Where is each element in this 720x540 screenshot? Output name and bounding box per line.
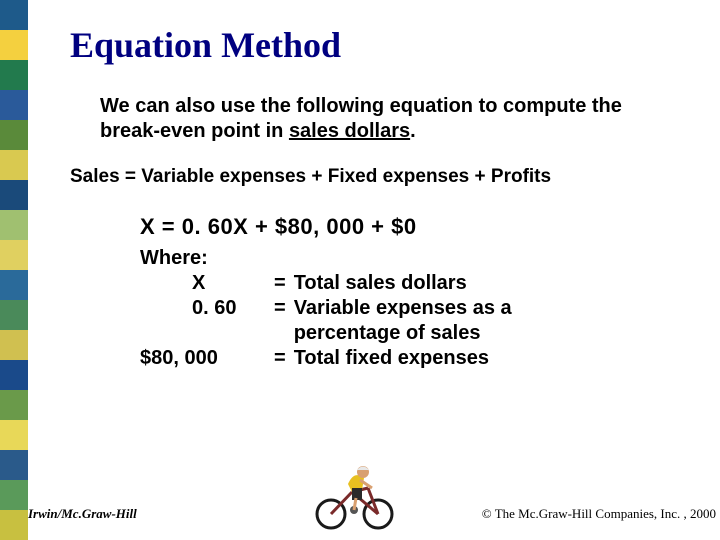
slide-title: Equation Method xyxy=(70,24,720,66)
footer-right: © The Mc.Graw-Hill Companies, Inc. , 200… xyxy=(482,506,716,522)
sidebar-stripe xyxy=(0,0,28,30)
sidebar-stripe xyxy=(0,450,28,480)
intro-suffix: . xyxy=(410,120,416,142)
sidebar-stripe xyxy=(0,180,28,210)
where-label: Where: xyxy=(140,246,720,271)
sidebar-stripe xyxy=(0,240,28,270)
where-eq: = xyxy=(270,296,290,321)
decorative-sidebar xyxy=(0,0,28,540)
where-var xyxy=(140,321,270,346)
intro-highlight: sales dollars xyxy=(289,120,410,142)
where-desc: Total fixed expenses xyxy=(290,346,516,371)
sidebar-stripe xyxy=(0,60,28,90)
sidebar-stripe xyxy=(0,300,28,330)
where-row: 0. 60 = Variable expenses as a xyxy=(140,296,516,321)
sidebar-stripe xyxy=(0,330,28,360)
where-row: percentage of sales xyxy=(140,321,516,346)
where-var: $80, 000 xyxy=(140,346,270,371)
sidebar-stripe xyxy=(0,150,28,180)
where-var: 0. 60 xyxy=(140,296,270,321)
sidebar-stripe xyxy=(0,90,28,120)
where-desc: Total sales dollars xyxy=(290,271,516,296)
sidebar-stripe xyxy=(0,480,28,510)
footer-left: Irwin/Mc.Graw-Hill xyxy=(28,506,137,522)
where-eq xyxy=(270,321,290,346)
sidebar-stripe xyxy=(0,360,28,390)
intro-text: We can also use the following equation t… xyxy=(100,94,680,144)
sidebar-stripe xyxy=(0,390,28,420)
where-var: X xyxy=(140,271,270,296)
where-row: X = Total sales dollars xyxy=(140,271,516,296)
where-eq: = xyxy=(270,271,290,296)
equation-general: Sales = Variable expenses + Fixed expens… xyxy=(70,166,720,188)
sidebar-stripe xyxy=(0,210,28,240)
where-table: X = Total sales dollars 0. 60 = Variable… xyxy=(140,271,516,371)
equation-x: X = 0. 60X + $80, 000 + $0 xyxy=(140,214,720,240)
where-desc: percentage of sales xyxy=(290,321,516,346)
sidebar-stripe xyxy=(0,120,28,150)
cyclist-icon xyxy=(310,460,400,530)
where-block: Where: X = Total sales dollars 0. 60 = V… xyxy=(140,246,720,371)
sidebar-stripe xyxy=(0,30,28,60)
slide-content: Equation Method We can also use the foll… xyxy=(40,0,720,540)
where-row: $80, 000 = Total fixed expenses xyxy=(140,346,516,371)
sidebar-stripe xyxy=(0,420,28,450)
sidebar-stripe xyxy=(0,270,28,300)
sidebar-stripe xyxy=(0,510,28,540)
where-desc: Variable expenses as a xyxy=(290,296,516,321)
where-eq: = xyxy=(270,346,290,371)
